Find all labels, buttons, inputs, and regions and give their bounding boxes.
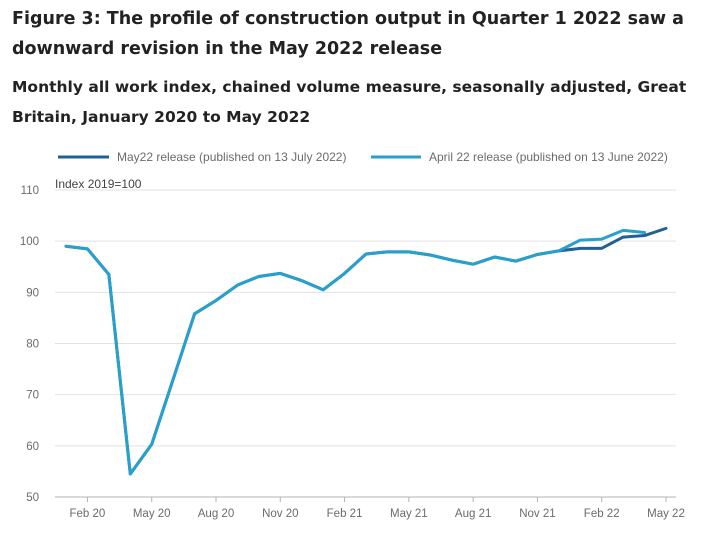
series-lines (64, 226, 668, 476)
y-axis: 50 60 70 80 90 100 110 (20, 185, 39, 504)
x-tick-label: Aug 21 (455, 508, 491, 520)
y-tick-label: 60 (26, 441, 39, 453)
x-tick-label: Feb 21 (327, 508, 363, 520)
x-tick-label: Nov 20 (262, 508, 298, 520)
y-axis-unit-label: Index 2019=100 (55, 177, 142, 191)
legend-label: April 22 release (published on 13 June 2… (429, 150, 668, 164)
legend-label: May22 release (published on 13 July 2022… (117, 150, 346, 164)
x-tick-label: May 21 (390, 508, 428, 520)
x-tick-label: Aug 20 (198, 508, 234, 520)
chart-subtitle: Monthly all work index, chained volume m… (12, 78, 687, 126)
x-tick-label: Nov 21 (519, 508, 555, 520)
legend: May22 release (published on 13 July 2022… (58, 150, 668, 164)
y-tick-label: 50 (26, 492, 39, 504)
y-tick-label: 90 (26, 287, 39, 299)
x-tick-label: May 20 (133, 508, 171, 520)
x-tick-label: Feb 22 (584, 508, 620, 520)
y-tick-label: 80 (26, 339, 39, 351)
gridlines (55, 189, 676, 447)
x-tick-label: Feb 20 (70, 508, 106, 520)
x-axis: Feb 20 May 20 Aug 20 Nov 20 Feb 21 May 21 Aug … (55, 496, 685, 520)
chart-title: Figure 3: The profile of construction ou… (12, 9, 684, 59)
x-tick-label: May 22 (647, 508, 685, 520)
series-line-2 (64, 228, 647, 476)
series-line-1 (64, 226, 668, 476)
y-tick-label: 70 (26, 390, 39, 402)
y-tick-label: 110 (21, 185, 39, 197)
y-tick-label: 100 (20, 236, 39, 248)
